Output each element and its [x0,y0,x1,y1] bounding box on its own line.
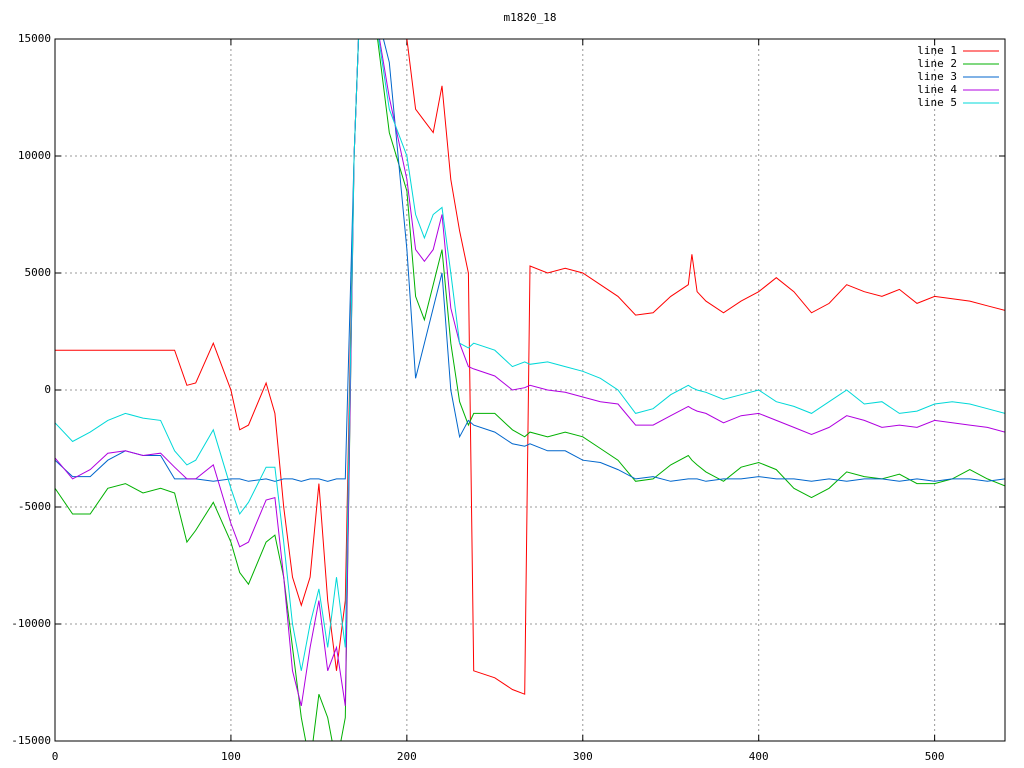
legend-label: line 5 [917,96,957,109]
legend-label: line 4 [917,83,957,96]
legend-label: line 2 [917,57,957,70]
legend-label: line 1 [917,44,957,57]
x-tick-label: 100 [221,750,241,763]
legend-label: line 3 [917,70,957,83]
data-line [55,39,1005,671]
data-line [55,39,1005,707]
data-line [55,39,1005,741]
y-tick-label: -10000 [11,617,51,630]
x-tick-label: 400 [749,750,769,763]
y-tick-label: -15000 [11,734,51,747]
y-tick-label: -5000 [18,500,51,513]
data-line [55,39,1005,695]
y-tick-label: 10000 [18,149,51,162]
plot-border [54,38,1006,742]
chart-title: m1820_18 [504,11,557,24]
x-tick-label: 300 [573,750,593,763]
y-tick-label: 15000 [18,32,51,45]
x-tick-label: 500 [925,750,945,763]
y-tick-label: 5000 [25,266,52,279]
data-line [55,39,1005,482]
x-tick-label: 200 [397,750,417,763]
y-tick-label: 0 [44,383,51,396]
x-tick-label: 0 [52,750,59,763]
plot-lines [55,39,1005,741]
